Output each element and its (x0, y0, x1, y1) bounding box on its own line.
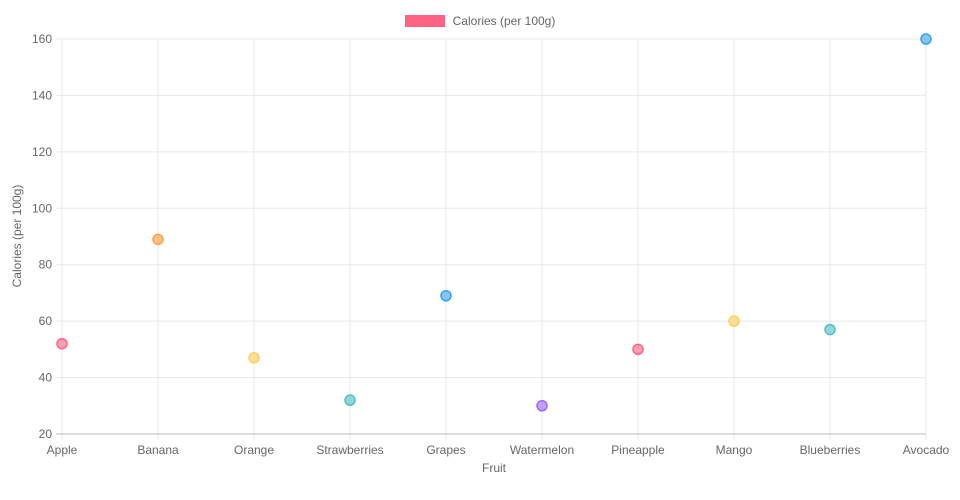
scatter-point-avocado[interactable] (920, 33, 932, 45)
x-tick-label: Grapes (426, 443, 465, 457)
x-tick-label: Strawberries (316, 443, 383, 457)
scatter-point-apple[interactable] (56, 337, 68, 350)
scatter-point-strawberries[interactable] (344, 394, 356, 406)
x-tick-label: Banana (137, 443, 179, 457)
x-tick-label: Avocado (903, 443, 950, 457)
scatter-point-banana[interactable] (152, 233, 164, 246)
y-tick-label: 140 (32, 88, 52, 102)
x-axis-title: Fruit (482, 461, 506, 475)
legend-swatch-icon[interactable] (404, 15, 445, 27)
x-tick-label: Orange (234, 443, 274, 457)
scatter-point-pineapple[interactable] (632, 343, 644, 356)
x-tick-label: Mango (716, 443, 753, 457)
y-tick-label: 100 (32, 201, 52, 215)
y-tick-label: 160 (32, 32, 52, 46)
scatter-point-orange[interactable] (248, 352, 260, 364)
y-tick-label: 20 (39, 427, 53, 441)
scatter-point-mango[interactable] (728, 315, 740, 327)
x-tick-label: Pineapple (611, 443, 665, 457)
x-tick-label: Blueberries (800, 443, 861, 457)
legend-label: Calories (per 100g) (452, 14, 556, 28)
scatter-point-grapes[interactable] (440, 290, 452, 302)
scatter-point-watermelon[interactable] (536, 400, 548, 412)
x-tick-label: Watermelon (510, 443, 574, 457)
y-tick-label: 120 (32, 145, 52, 159)
x-tick-label: Apple (47, 443, 78, 457)
y-tick-label: 80 (39, 258, 53, 272)
y-tick-label: 40 (39, 371, 53, 385)
y-tick-label: 60 (39, 314, 53, 328)
scatter-point-blueberries[interactable] (824, 323, 836, 336)
legend[interactable]: Calories (per 100g) (0, 14, 960, 28)
